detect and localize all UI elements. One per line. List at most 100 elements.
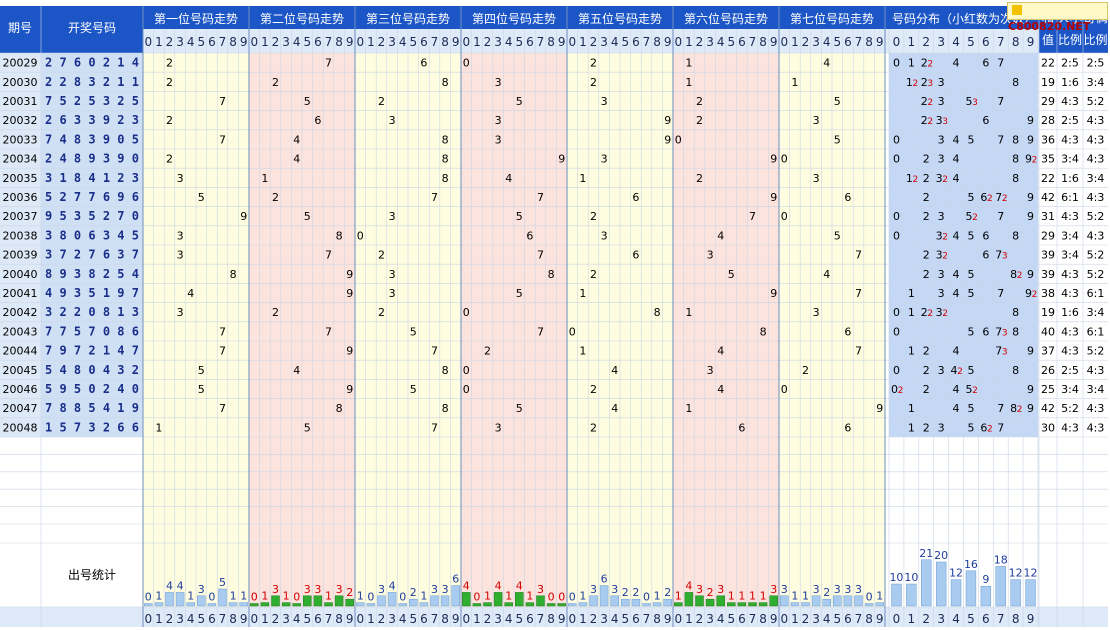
- digit-header: 1: [579, 35, 587, 49]
- dist-digit-footer: 8: [1012, 612, 1020, 626]
- digit-footer: 2: [484, 612, 492, 626]
- dist-mark: 7: [997, 95, 1004, 108]
- dist-mark: 5: [967, 421, 974, 434]
- stat-label: 0: [643, 591, 650, 604]
- digit-header: 4: [505, 35, 513, 49]
- odd-even-ratio: 4:3: [1087, 229, 1105, 242]
- dist-mark: 2: [923, 268, 930, 281]
- drawn-numbers: 5 9 5 0 2 4 0: [45, 382, 139, 396]
- trend-mark: 3: [813, 172, 820, 185]
- dist-digit-footer: 7: [997, 612, 1005, 626]
- trend-mark: 0: [781, 153, 788, 166]
- stat-label: 1: [261, 590, 268, 603]
- trend-mark: 1: [261, 172, 268, 185]
- dist-mark: 1: [906, 172, 913, 185]
- stat-label: 1: [654, 590, 661, 603]
- digit-header: 8: [441, 35, 449, 49]
- sum-value: 37: [1041, 345, 1055, 358]
- digit-footer: 9: [770, 612, 778, 626]
- digit-header: 9: [876, 35, 884, 49]
- trend-mark: 0: [463, 57, 470, 70]
- odd-even-ratio: 5:2: [1087, 345, 1105, 358]
- dist-count: 2: [1017, 271, 1023, 281]
- digit-footer: 9: [346, 612, 354, 626]
- dist-mark: 9: [1027, 133, 1034, 146]
- digit-footer: 6: [420, 612, 428, 626]
- digit-header: 0: [144, 35, 152, 49]
- dist-mark: 2: [923, 191, 930, 204]
- trend-mark: 2: [696, 95, 703, 108]
- digit-header: 8: [229, 35, 237, 49]
- digit-footer: 0: [356, 612, 364, 626]
- dist-mark: 5: [967, 229, 974, 242]
- dist-digit-footer: 1: [908, 612, 916, 626]
- trend-mark: 5: [304, 210, 311, 223]
- digit-header: 2: [272, 35, 280, 49]
- dist-mark: 7: [997, 402, 1004, 415]
- stat-label: 0: [399, 591, 406, 604]
- dist-mark: 9: [1027, 383, 1034, 396]
- digit-footer: 4: [399, 612, 407, 626]
- digit-header: 9: [558, 35, 566, 49]
- sum-value: 40: [1041, 325, 1055, 338]
- dist-count: 2: [957, 367, 963, 377]
- digit-header: 4: [293, 35, 301, 49]
- digit-footer: 7: [643, 612, 651, 626]
- issue-number: 20031: [3, 95, 38, 108]
- trend-mark: 1: [685, 57, 692, 70]
- digit-footer: 3: [494, 612, 502, 626]
- trend-mark: 2: [166, 57, 173, 70]
- drawn-numbers: 2 2 8 3 2 1 1: [45, 75, 139, 89]
- digit-footer: 5: [727, 612, 735, 626]
- stat-label: 0: [473, 591, 480, 604]
- digit-header: 6: [632, 35, 640, 49]
- dist-digit-footer: 5: [967, 612, 975, 626]
- stat-bar: [313, 595, 323, 607]
- digit-footer: 2: [696, 612, 704, 626]
- dist-mark: 4: [953, 287, 960, 300]
- trend-mark: 2: [166, 153, 173, 166]
- issue-number: 20041: [3, 287, 38, 300]
- stat-bar: [578, 602, 588, 607]
- trend-mark: 4: [505, 172, 512, 185]
- trend-mark: 2: [590, 210, 597, 223]
- big-small-ratio: 1:6: [1061, 306, 1079, 319]
- digit-footer: 5: [833, 612, 841, 626]
- digit-header: 0: [780, 35, 788, 49]
- stat-bar: [515, 592, 524, 607]
- trend-mark: 7: [219, 402, 226, 415]
- issue-number: 20038: [3, 229, 38, 242]
- stat-label: 3: [813, 583, 820, 596]
- dist-mark: 4: [951, 364, 958, 377]
- stat-label: 0: [866, 591, 873, 604]
- trend-mark: 4: [717, 383, 724, 396]
- digit-footer: 6: [314, 612, 322, 626]
- digit-footer: 5: [197, 612, 205, 626]
- dist-count: 3: [942, 117, 948, 127]
- digit-header: 7: [643, 35, 651, 49]
- dist-mark: 6: [982, 114, 989, 127]
- stat-bar: [218, 588, 227, 607]
- stat-label: 3: [537, 583, 544, 596]
- digit-footer: 3: [388, 612, 396, 626]
- stat-bar: [854, 595, 863, 607]
- digit-footer: 0: [780, 612, 788, 626]
- digit-header: 4: [611, 35, 619, 49]
- position-header-7: 第七位号码走势: [790, 11, 874, 26]
- dist-mark: 2: [921, 114, 928, 127]
- dist-mark: 9: [1025, 153, 1032, 166]
- trend-mark: 4: [823, 268, 830, 281]
- site-watermark-badge[interactable]: C800820.NET: [1007, 2, 1108, 33]
- dist-mark: 4: [953, 153, 960, 166]
- digit-header: 2: [802, 35, 810, 49]
- stat-label: 3: [611, 583, 618, 596]
- dist-mark: 1: [908, 421, 915, 434]
- dist-mark: 0: [893, 325, 900, 338]
- trend-mark: 8: [442, 76, 449, 89]
- position-header-4: 第四位号码走势: [472, 11, 556, 26]
- dist-mark: 3: [936, 172, 943, 185]
- trend-mark: 9: [770, 287, 777, 300]
- big-small-ratio: 4:3: [1061, 421, 1079, 434]
- stat-label: 0: [251, 591, 258, 604]
- trend-mark: 3: [177, 249, 184, 262]
